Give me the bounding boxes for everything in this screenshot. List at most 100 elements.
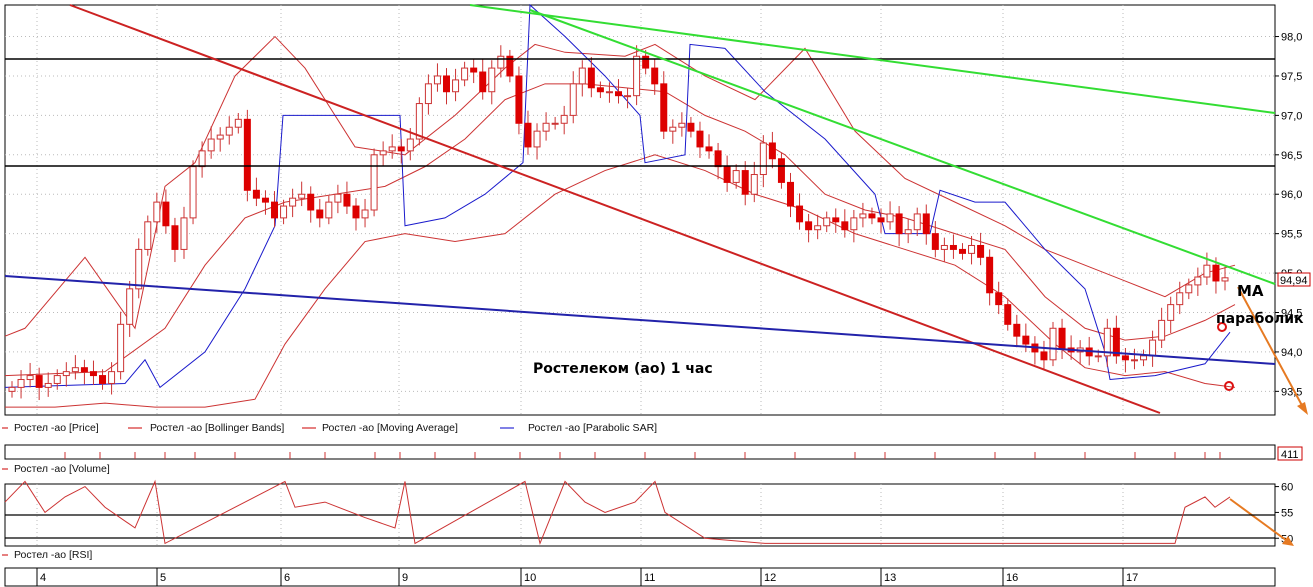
volume-panel [4, 444, 1276, 460]
candle [352, 205, 360, 219]
candle [1022, 335, 1030, 345]
candle [506, 55, 514, 77]
candle [316, 209, 324, 219]
candle [587, 67, 595, 89]
candle [958, 248, 966, 254]
candle [823, 217, 831, 227]
candle [986, 256, 994, 294]
day-label: 12 [764, 572, 776, 584]
forecast-arrow-rsi [1229, 498, 1291, 544]
candle [922, 213, 930, 235]
candle [913, 213, 921, 231]
annotation-ma: MA [1237, 282, 1264, 300]
candle [786, 181, 794, 207]
trend-lines [4, 4, 1276, 414]
candle [261, 197, 269, 203]
candle [406, 138, 414, 152]
candle [696, 130, 704, 148]
candle [153, 201, 161, 223]
day-label: 16 [1006, 572, 1018, 584]
candle [895, 213, 903, 235]
candle [660, 83, 668, 132]
candle [1158, 319, 1166, 341]
trend-line-green-2 [529, 9, 1276, 285]
legend-moving-average: Ростел -ао [Moving Average] [322, 422, 458, 434]
candle [452, 79, 460, 93]
candle [433, 75, 441, 85]
price-legend: Ростел -ао [Price] Ростел -ао [Bollinger… [2, 422, 657, 434]
candle [642, 55, 650, 69]
candle [560, 114, 568, 124]
candle [1176, 292, 1184, 306]
candle [750, 174, 758, 195]
candle [805, 221, 813, 231]
candle [995, 292, 1003, 306]
price-axis: 98,097,597,096,596,095,595,094,594,093,5 [1275, 32, 1302, 398]
legend-parabolic-sar: Ростел -ао [Parabolic SAR] [528, 422, 657, 434]
candle [940, 244, 948, 250]
legend-rsi: Ростел -ао [RSI] [14, 549, 92, 561]
last-price-label: 94,94 [1280, 275, 1308, 287]
forecast-arrows [1217, 286, 1308, 546]
bollinger-lower [5, 154, 1236, 408]
candle [343, 193, 351, 207]
candles [8, 45, 1229, 401]
candle [8, 386, 16, 392]
price-tick-label: 94,5 [1281, 308, 1302, 320]
candle [62, 371, 70, 377]
candle [1103, 327, 1111, 357]
candle [307, 193, 315, 211]
candle [578, 67, 586, 85]
candle [180, 217, 188, 250]
candle [968, 244, 976, 254]
candle [144, 221, 152, 250]
candle [533, 130, 541, 148]
candle [80, 367, 88, 373]
candle [796, 205, 804, 223]
candle [1212, 264, 1220, 282]
legend-volume: Ростел -ао [Volume] [14, 463, 110, 475]
candle [1112, 327, 1120, 357]
candle [687, 122, 695, 132]
day-label: 10 [524, 572, 536, 584]
candle [624, 95, 632, 98]
candle [225, 126, 233, 136]
candle [424, 83, 432, 105]
candle [1058, 327, 1066, 349]
candle [461, 67, 469, 81]
candle [877, 217, 885, 223]
candle [1013, 323, 1021, 337]
candle [850, 217, 858, 231]
candle [596, 87, 604, 93]
candle [1167, 304, 1175, 321]
forecast-arrow-price [1237, 286, 1306, 412]
time-axis-labels: 4 5 6 9 10 11 12 13 16 17 [36, 568, 1138, 586]
last-price-tag [1277, 272, 1311, 287]
candle [397, 146, 405, 152]
candle [741, 170, 749, 195]
price-tick-label: 94,0 [1281, 347, 1302, 359]
candle [361, 209, 369, 219]
candle [1221, 277, 1229, 282]
candle [117, 323, 125, 373]
candle [17, 379, 25, 388]
candle [189, 166, 197, 219]
candle [252, 189, 260, 199]
candle [207, 138, 215, 152]
candle [497, 55, 505, 69]
candle [1149, 339, 1157, 357]
candle [669, 126, 677, 132]
candle [1203, 264, 1211, 278]
candle [931, 233, 939, 250]
sar-marker-lower [1224, 381, 1234, 391]
candle [470, 67, 478, 73]
candle [53, 375, 61, 384]
candle [651, 67, 659, 85]
forecast-arrowhead-rsi [1282, 536, 1294, 546]
candle [569, 83, 577, 116]
candle [243, 118, 251, 191]
candle [370, 154, 378, 211]
candle [949, 244, 957, 250]
candle [1140, 355, 1148, 361]
volume-tag [1277, 446, 1303, 461]
